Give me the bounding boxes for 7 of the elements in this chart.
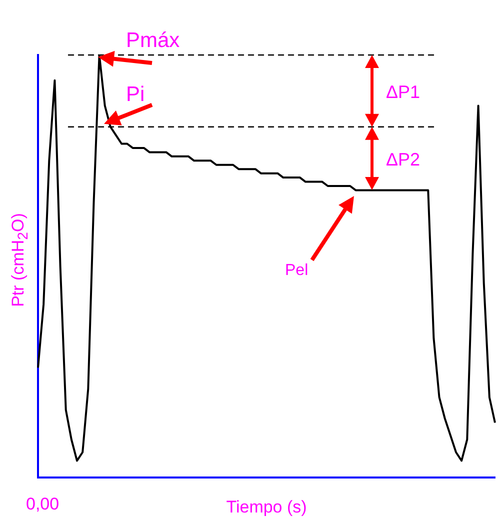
annotation: Pel	[285, 262, 308, 279]
annotation: ΔP1	[386, 82, 420, 102]
annotation: Pi	[126, 82, 145, 106]
annotation: Pmáx	[126, 29, 180, 52]
text: 0,00	[26, 494, 60, 514]
x-axis-title: Tiempo (s)	[226, 497, 307, 516]
annotation: ΔP2	[386, 149, 420, 170]
